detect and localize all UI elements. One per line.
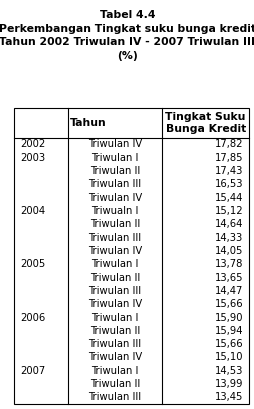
Text: 15,66: 15,66 — [214, 299, 242, 309]
Text: Triwulan IV: Triwulan IV — [87, 299, 141, 309]
Text: 17,82: 17,82 — [214, 139, 242, 149]
Bar — [14, 108, 248, 404]
Text: 17,43: 17,43 — [214, 166, 242, 176]
Text: Triwulan II: Triwulan II — [89, 166, 139, 176]
Text: Triwualn I: Triwualn I — [91, 206, 138, 216]
Text: 2006: 2006 — [20, 312, 45, 323]
Text: 14,05: 14,05 — [214, 246, 242, 256]
Text: 15,12: 15,12 — [214, 206, 242, 216]
Text: 13,65: 13,65 — [214, 273, 242, 283]
Text: 14,64: 14,64 — [214, 219, 242, 229]
Text: Triwulan III: Triwulan III — [88, 180, 141, 189]
Text: Triwulan I: Triwulan I — [91, 366, 138, 376]
Text: 15,94: 15,94 — [214, 326, 242, 336]
Text: 15,10: 15,10 — [214, 353, 242, 362]
Text: 15,66: 15,66 — [214, 339, 242, 349]
Text: Triwulan I: Triwulan I — [91, 153, 138, 163]
Text: Triwulan IV: Triwulan IV — [87, 193, 141, 203]
Text: Tabel 4.4
Perkembangan Tingkat suku bunga kredit
Tahun 2002 Triwulan IV - 2007 T: Tabel 4.4 Perkembangan Tingkat suku bung… — [0, 10, 254, 61]
Text: 16,53: 16,53 — [214, 180, 242, 189]
Text: Triwulan II: Triwulan II — [89, 219, 139, 229]
Text: 2005: 2005 — [20, 259, 45, 269]
Text: Triwulan I: Triwulan I — [91, 259, 138, 269]
Text: 14,33: 14,33 — [214, 233, 242, 243]
Text: Triwulan IV: Triwulan IV — [87, 139, 141, 149]
Text: Triwulan III: Triwulan III — [88, 233, 141, 243]
Text: Triwulan IV: Triwulan IV — [87, 246, 141, 256]
Text: 13,78: 13,78 — [214, 259, 242, 269]
Text: 15,44: 15,44 — [214, 193, 242, 203]
Text: Tahun: Tahun — [69, 118, 106, 128]
Text: 2007: 2007 — [20, 366, 45, 376]
Text: Triwulan II: Triwulan II — [89, 273, 139, 283]
Text: Triwulan III: Triwulan III — [88, 286, 141, 296]
Text: 14,47: 14,47 — [214, 286, 242, 296]
Text: 2002: 2002 — [20, 139, 45, 149]
Text: 2004: 2004 — [20, 206, 45, 216]
Text: Triwulan II: Triwulan II — [89, 379, 139, 389]
Text: Tingkat Suku
Bunga Kredit: Tingkat Suku Bunga Kredit — [165, 112, 245, 134]
Text: Triwulan III: Triwulan III — [88, 339, 141, 349]
Text: Triwulan III: Triwulan III — [88, 393, 141, 402]
Text: Triwulan IV: Triwulan IV — [87, 353, 141, 362]
Text: 15,90: 15,90 — [214, 312, 242, 323]
Text: 13,99: 13,99 — [214, 379, 242, 389]
Text: 14,53: 14,53 — [214, 366, 242, 376]
Text: Triwulan I: Triwulan I — [91, 312, 138, 323]
Text: 2003: 2003 — [20, 153, 45, 163]
Text: 13,45: 13,45 — [214, 393, 242, 402]
Text: 17,85: 17,85 — [214, 153, 242, 163]
Text: Triwulan II: Triwulan II — [89, 326, 139, 336]
